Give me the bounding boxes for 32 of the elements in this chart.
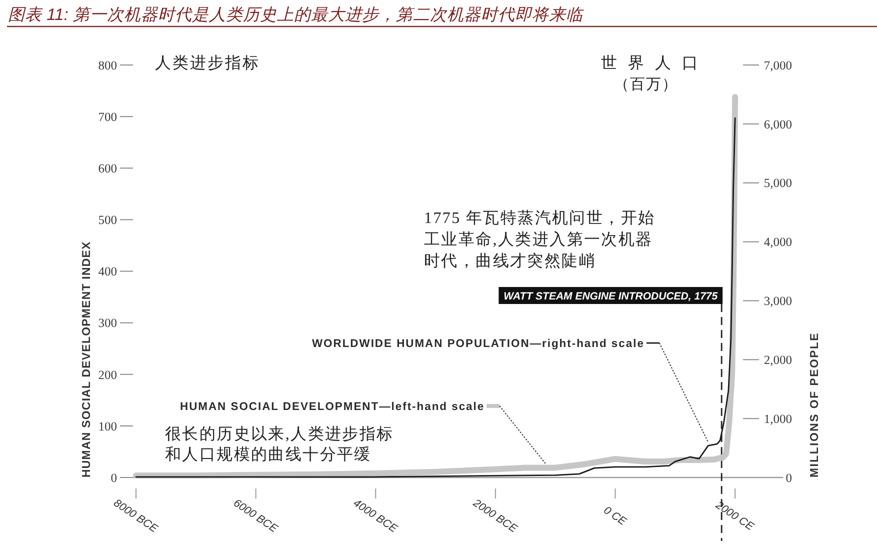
y2label: MILLIONS OF PEOPLE [809,332,821,478]
x-tick-label: 4000 BCE [351,497,400,536]
y-tick-label: 0 [110,470,117,485]
x-tick-label: 6000 BCE [231,497,280,536]
annotation: 世界人口 [601,55,709,72]
x-tick-label: 0 CE [601,504,629,528]
ylabel: HUMAN SOCIAL DEVELOPMENT INDEX [81,241,93,478]
y2-tick-label: 0 [786,470,792,485]
y2-tick-label: 3,000 [764,294,792,308]
y-tick-label: 600 [98,162,117,176]
y2-tick-label: 1,000 [764,412,792,426]
annotation: 很长的历史以来,人类进步指标和人口规模的曲线十分平缓 [165,426,394,464]
y-tick-label: 700 [98,110,117,124]
y2-tick-label: 4,000 [764,235,792,250]
y-tick-label: 500 [98,213,117,228]
annotation: 人类进步指标 [155,55,260,72]
y-tick-label: 400 [98,264,117,279]
y2-tick-label: 7,000 [764,58,792,72]
x-tick-label: 2000 BCE [470,496,520,536]
ref-line-label: WATT STEAM ENGINE INTRODUCED, 1775 [504,290,718,302]
y-tick-label: 100 [98,419,117,434]
annotation: （百万） [614,77,678,93]
y2-tick-label: 5,000 [764,176,792,190]
x-tick-label: 2000 CE [712,498,756,534]
title: 图表 11: 第一次机器时代是人类历史上的最大进步，第二次机器时代即将来临 [8,6,583,24]
y-tick-label: 200 [98,368,117,382]
annotation: 1775 年瓦特蒸汽机问世，开始工业革命,人类进入第一次机器时代，曲线才突然陡峭 [424,210,656,270]
y-tick-label: 300 [98,316,117,330]
y-tick-label: 800 [98,58,117,72]
y2-tick-label: 2,000 [764,353,792,368]
y2-tick-label: 6,000 [764,117,792,132]
x-tick-label: 8000 BCE [111,497,160,536]
